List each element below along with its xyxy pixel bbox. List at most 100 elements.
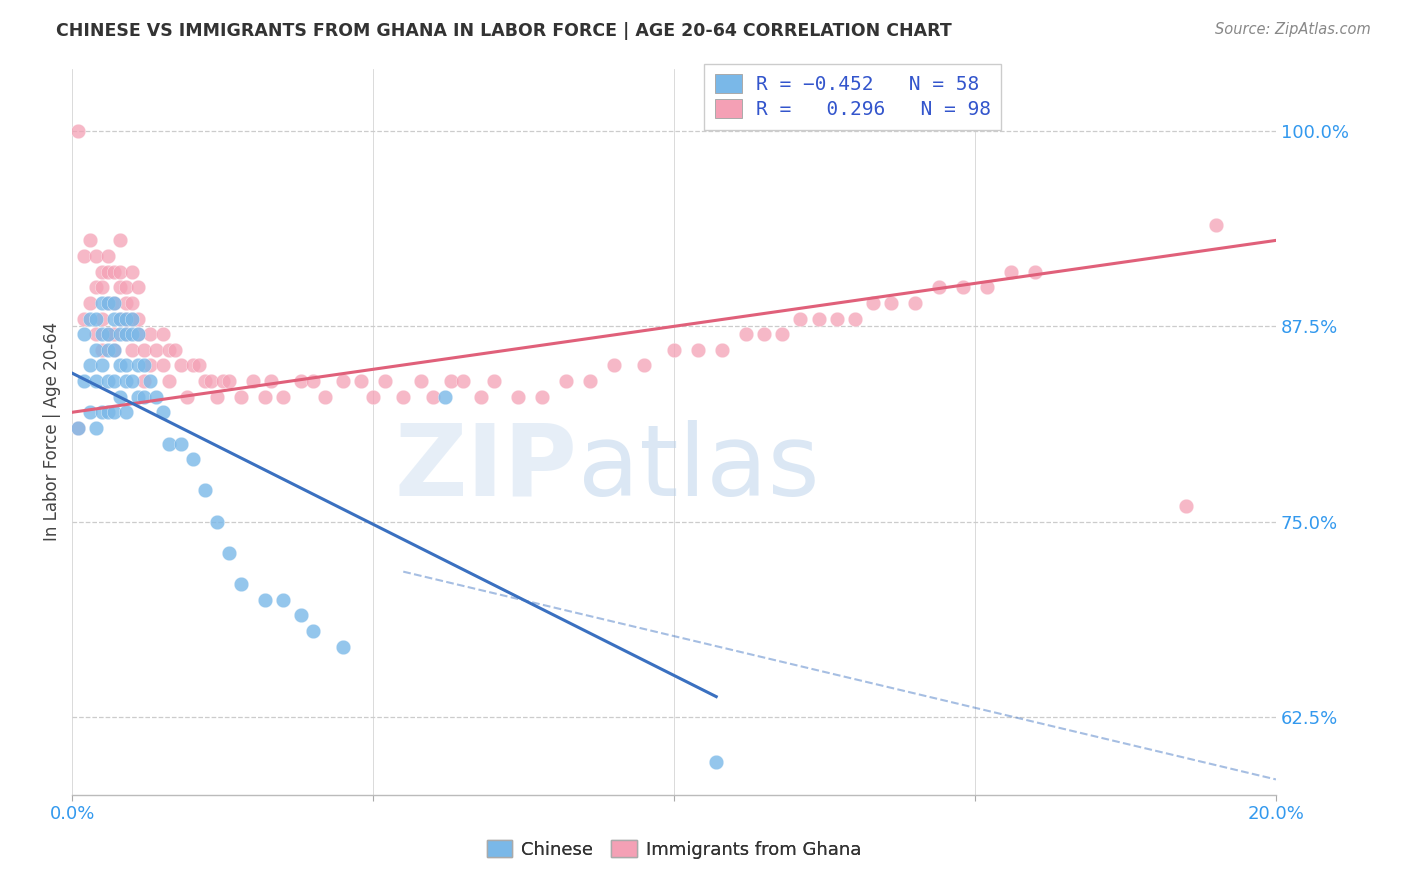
Point [115, 280, 138, 294]
Point [67, 124, 90, 138]
Point [453, 374, 475, 388]
Point [121, 374, 143, 388]
Point [633, 359, 655, 373]
Point [271, 592, 294, 607]
Point [91, 296, 114, 310]
Point [73, 249, 96, 263]
Point [200, 374, 222, 388]
Point [84, 280, 107, 294]
Point [422, 390, 444, 404]
Point [844, 311, 866, 326]
Point [103, 311, 125, 326]
Point [121, 311, 143, 326]
Point [411, 374, 433, 388]
Point [350, 374, 373, 388]
Point [554, 374, 576, 388]
Point [139, 374, 162, 388]
Point [976, 280, 998, 294]
Point [84, 343, 107, 357]
Point [110, 311, 132, 326]
Point [121, 265, 143, 279]
Point [97, 327, 120, 342]
Point [290, 608, 312, 623]
Point [97, 296, 120, 310]
Point [115, 311, 138, 326]
Point [754, 327, 776, 342]
Point [218, 374, 240, 388]
Point [127, 327, 149, 342]
Point [1000, 265, 1022, 279]
Point [181, 359, 204, 373]
Point [260, 374, 283, 388]
Point [103, 265, 125, 279]
Point [91, 405, 114, 419]
Point [952, 280, 974, 294]
Point [67, 421, 90, 435]
Point [121, 327, 143, 342]
Point [579, 374, 602, 388]
Point [229, 390, 252, 404]
Point [97, 405, 120, 419]
Point [290, 374, 312, 388]
Point [688, 343, 710, 357]
Point [134, 390, 156, 404]
Point [115, 327, 138, 342]
Legend: Chinese, Immigrants from Ghana: Chinese, Immigrants from Ghana [479, 833, 869, 866]
Point [242, 374, 264, 388]
Point [103, 405, 125, 419]
Point [603, 359, 626, 373]
Point [91, 359, 114, 373]
Point [229, 577, 252, 591]
Point [1174, 499, 1197, 513]
Point [314, 390, 336, 404]
Point [662, 343, 685, 357]
Point [84, 249, 107, 263]
Point [79, 359, 101, 373]
Point [134, 343, 156, 357]
Point [157, 343, 180, 357]
Point [862, 296, 884, 310]
Point [91, 327, 114, 342]
Point [84, 327, 107, 342]
Point [1205, 218, 1227, 232]
Point [127, 311, 149, 326]
Point [152, 327, 174, 342]
Point [194, 483, 217, 498]
Point [121, 311, 143, 326]
Point [103, 374, 125, 388]
Point [134, 359, 156, 373]
Point [127, 327, 149, 342]
Point [789, 311, 811, 326]
Point [67, 421, 90, 435]
Point [392, 390, 415, 404]
Point [121, 296, 143, 310]
Point [145, 343, 167, 357]
Point [205, 390, 228, 404]
Point [928, 280, 950, 294]
Point [704, 756, 727, 770]
Point [97, 249, 120, 263]
Point [482, 374, 505, 388]
Point [711, 343, 734, 357]
Point [97, 296, 120, 310]
Text: Source: ZipAtlas.com: Source: ZipAtlas.com [1215, 22, 1371, 37]
Point [1024, 265, 1046, 279]
Point [103, 343, 125, 357]
Point [91, 311, 114, 326]
Point [205, 515, 228, 529]
Point [253, 390, 276, 404]
Point [91, 343, 114, 357]
Point [84, 421, 107, 435]
Point [79, 311, 101, 326]
Point [163, 343, 186, 357]
Point [115, 311, 138, 326]
Point [110, 359, 132, 373]
Point [79, 296, 101, 310]
Point [374, 374, 396, 388]
Point [169, 359, 191, 373]
Point [73, 374, 96, 388]
Point [302, 374, 325, 388]
Point [115, 327, 138, 342]
Point [73, 327, 96, 342]
Point [735, 327, 758, 342]
